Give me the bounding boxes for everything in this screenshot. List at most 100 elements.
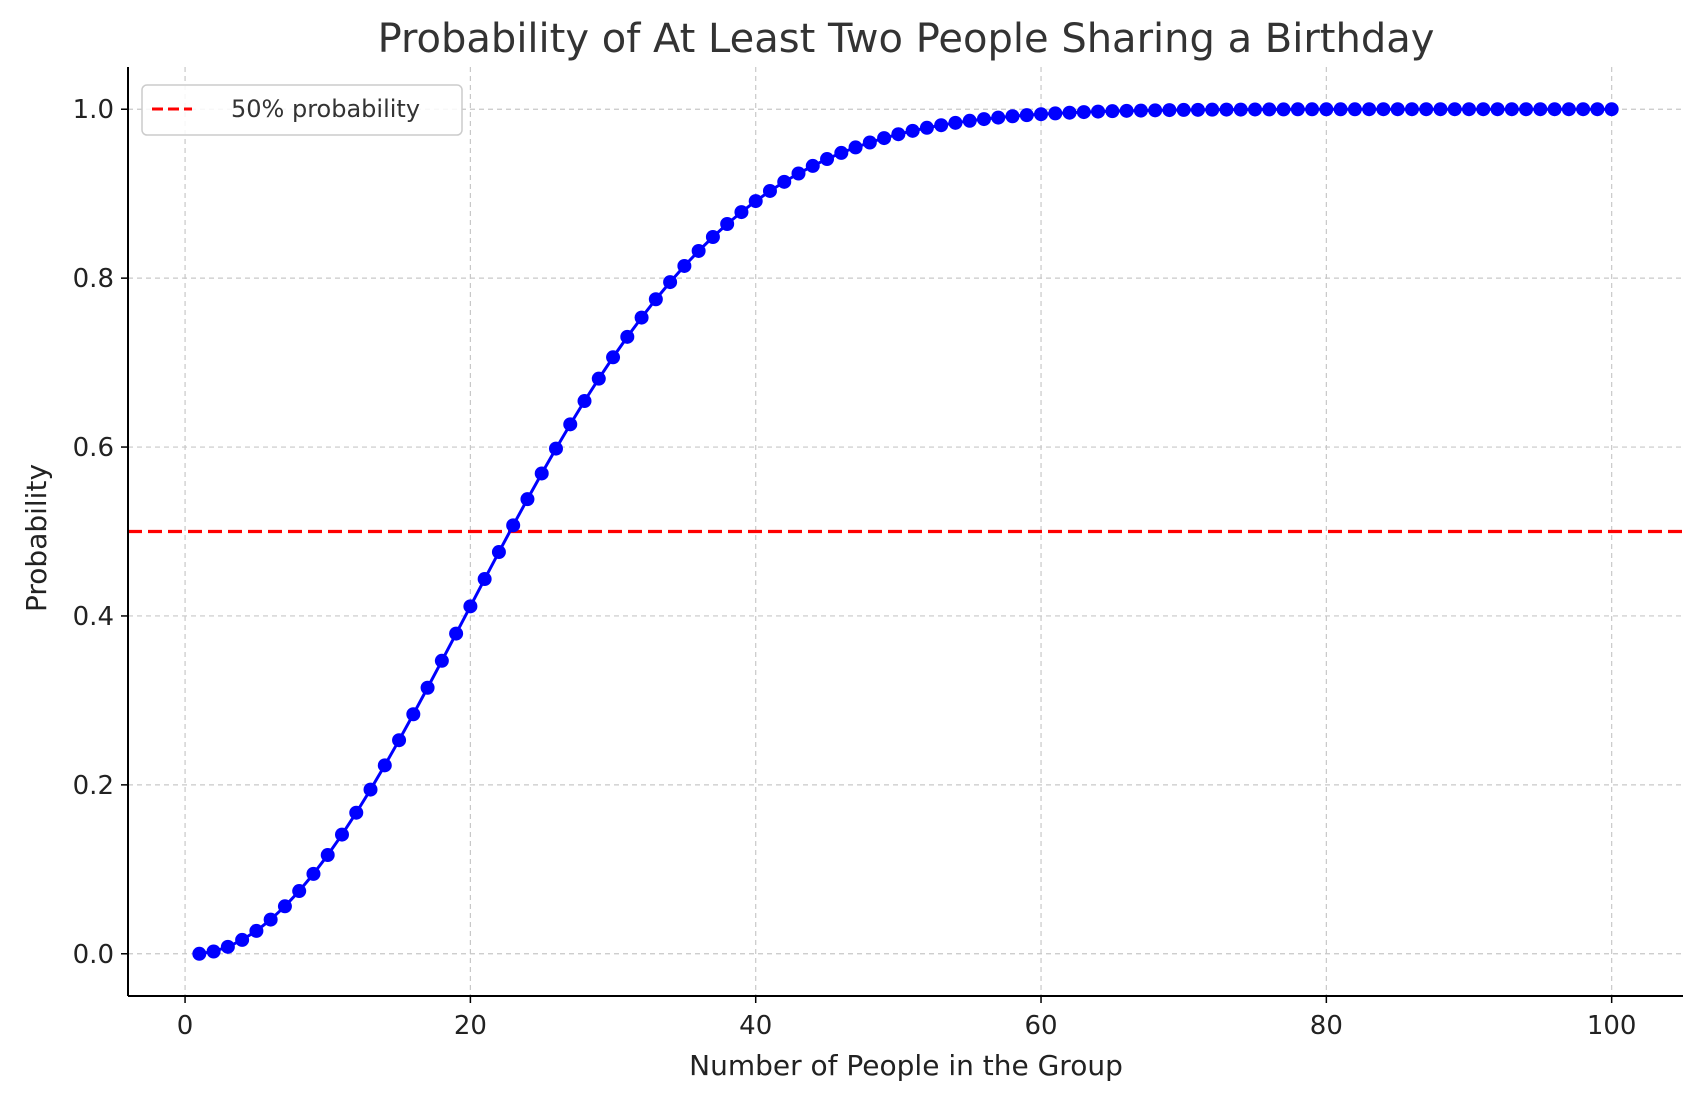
- data-point: [1019, 108, 1034, 123]
- data-point: [1447, 102, 1462, 117]
- data-point: [962, 113, 977, 128]
- data-point: [449, 626, 464, 641]
- data-point: [1133, 103, 1148, 118]
- data-point: [491, 545, 506, 560]
- data-point: [1319, 102, 1334, 117]
- data-point: [1105, 104, 1120, 119]
- data-point: [520, 492, 535, 507]
- data-point: [848, 140, 863, 155]
- data-point: [463, 599, 478, 614]
- y-tick-label: 1.0: [73, 95, 114, 125]
- y-tick-label: 0.6: [73, 433, 114, 463]
- data-point: [420, 680, 435, 695]
- series-line: [199, 107, 1612, 956]
- data-point: [1305, 102, 1320, 117]
- data-point: [1091, 104, 1106, 119]
- data-point: [948, 115, 963, 130]
- data-point: [1219, 102, 1234, 117]
- y-tick-label: 0.0: [73, 940, 114, 970]
- x-tick-label: 40: [739, 1011, 772, 1041]
- data-point: [1190, 102, 1205, 117]
- data-point: [1276, 102, 1291, 117]
- data-point: [1433, 102, 1448, 117]
- data-point: [1262, 102, 1277, 117]
- legend-label-reference: 50% probability: [231, 95, 420, 123]
- data-point: [862, 135, 877, 150]
- data-point: [1362, 102, 1377, 117]
- data-point: [1005, 109, 1020, 124]
- legend: 50% probability: [141, 84, 463, 136]
- data-point: [748, 194, 763, 209]
- data-point: [577, 394, 592, 409]
- data-point: [1076, 105, 1091, 120]
- data-point: [976, 112, 991, 127]
- y-axis-label: Probability: [20, 464, 53, 612]
- x-axis-label: Number of People in the Group: [689, 1049, 1123, 1082]
- data-point: [349, 805, 364, 820]
- data-point: [791, 166, 806, 181]
- x-tick-label: 20: [454, 1011, 487, 1041]
- grid: [128, 67, 1683, 996]
- axes: [127, 67, 1683, 997]
- data-point: [235, 932, 250, 947]
- data-point: [1162, 103, 1177, 118]
- data-point: [1547, 102, 1562, 117]
- data-point: [1390, 102, 1405, 117]
- data-point: [263, 912, 278, 927]
- data-point: [1347, 102, 1362, 117]
- data-point: [363, 782, 378, 797]
- data-point: [1048, 106, 1063, 121]
- data-point: [1119, 103, 1134, 118]
- data-point: [477, 572, 492, 587]
- data-point: [249, 923, 264, 938]
- data-point: [762, 183, 777, 198]
- y-tick-label: 0.4: [73, 602, 114, 632]
- data-point: [934, 118, 949, 133]
- data-point: [705, 230, 720, 245]
- data-point: [905, 123, 920, 138]
- data-point: [306, 866, 321, 881]
- data-point: [1176, 102, 1191, 117]
- series-line-group: [199, 107, 1612, 956]
- data-point: [648, 292, 663, 307]
- y-tick-label: 0.2: [73, 771, 114, 801]
- x-tick-label: 100: [1587, 1011, 1637, 1041]
- data-point: [1419, 102, 1434, 117]
- data-point: [1034, 107, 1049, 122]
- data-point: [877, 131, 892, 146]
- data-point: [1248, 102, 1263, 117]
- x-tick-label: 0: [177, 1011, 194, 1041]
- data-point: [1490, 102, 1505, 117]
- data-point: [820, 152, 835, 167]
- data-point: [548, 441, 563, 456]
- data-point: [320, 848, 335, 863]
- data-point: [834, 145, 849, 160]
- data-point: [1519, 102, 1534, 117]
- data-point: [563, 417, 578, 432]
- data-point: [1590, 102, 1605, 117]
- data-point: [1333, 102, 1348, 117]
- data-point: [1576, 102, 1591, 117]
- data-point: [192, 946, 207, 961]
- data-point: [534, 466, 549, 481]
- data-point: [734, 205, 749, 220]
- data-point: [1533, 102, 1548, 117]
- data-point: [1561, 102, 1576, 117]
- data-point: [720, 217, 735, 231]
- data-point: [591, 371, 606, 386]
- data-point: [1233, 102, 1248, 117]
- data-point: [1148, 103, 1163, 118]
- data-point: [1205, 102, 1220, 117]
- y-ticks: 0.0 0.2 0.4 0.6 0.8 1.0: [73, 95, 128, 970]
- data-point: [691, 243, 706, 258]
- data-point: [620, 329, 635, 344]
- x-tick-label: 80: [1310, 1011, 1343, 1041]
- data-point: [334, 827, 349, 842]
- x-ticks: 0 20 40 60 80 100: [177, 996, 1637, 1041]
- y-tick-label: 0.8: [73, 264, 114, 294]
- data-point: [777, 174, 792, 189]
- data-point: [606, 350, 621, 365]
- data-point: [634, 310, 649, 325]
- data-point: [392, 733, 407, 748]
